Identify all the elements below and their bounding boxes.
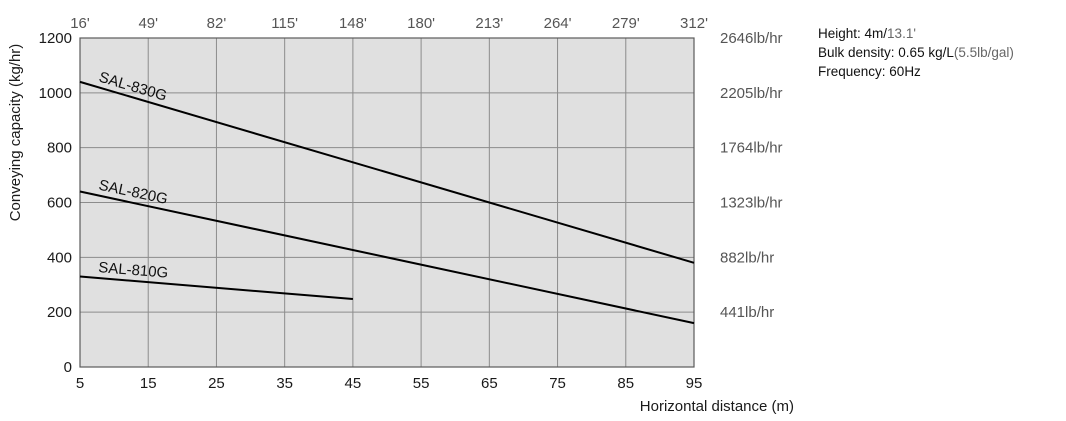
height-alt-value: 13.1' — [887, 26, 916, 41]
top-x-tick-label: 312' — [680, 15, 708, 32]
x-tick-label: 25 — [208, 375, 225, 392]
y-tick-label: 600 — [47, 195, 72, 212]
y-tick-label: 400 — [47, 249, 72, 266]
top-x-tick-label: 148' — [339, 15, 367, 32]
x-tick-label: 15 — [140, 375, 157, 392]
height-value: 4m/ — [864, 26, 888, 41]
top-x-tick-label: 49' — [138, 15, 158, 32]
series-line — [79, 190, 695, 325]
top-x-tick-label: 213' — [475, 15, 503, 32]
right-y-tick-label: 2205lb/hr — [720, 85, 783, 102]
series-line — [79, 275, 353, 301]
density-alt-value: (5.5lb/gal) — [953, 45, 1014, 60]
right-y-tick-label: 882lb/hr — [720, 249, 774, 266]
y-tick-label: 200 — [47, 304, 72, 321]
density-value: 0.65 kg/L — [898, 45, 954, 60]
right-y-tick-label: 441lb/hr — [720, 304, 774, 321]
x-tick-label: 85 — [617, 375, 634, 392]
density-note: Bulk density: 0.65 kg/L(5.5lb/gal) — [818, 43, 1014, 62]
top-x-tick-label: 16' — [70, 15, 90, 32]
density-label: Bulk density: — [818, 45, 899, 60]
top-x-tick-label: 82' — [207, 15, 227, 32]
x-tick-label: 45 — [345, 375, 362, 392]
top-x-tick-label: 279' — [612, 15, 640, 32]
y-axis-title: Conveying capacity (kg/hr) — [7, 44, 24, 222]
y-tick-label: 1200 — [39, 30, 72, 47]
series-label: SAL-810G — [98, 259, 169, 282]
x-tick-label: 5 — [76, 375, 84, 392]
x-tick-label: 65 — [481, 375, 498, 392]
x-tick-label: 35 — [276, 375, 293, 392]
x-tick-label: 75 — [549, 375, 566, 392]
top-x-tick-label: 180' — [407, 15, 435, 32]
test-conditions: Height: 4m/13.1' Bulk density: 0.65 kg/L… — [818, 24, 1014, 81]
top-x-tick-label: 115' — [271, 15, 298, 32]
top-x-tick-label: 264' — [544, 15, 572, 32]
y-tick-label: 800 — [47, 140, 72, 157]
right-y-tick-label: 1323lb/hr — [720, 195, 783, 212]
frequency-label: Frequency: — [818, 64, 890, 79]
axes: 5 15 25 35 45 55 65 75 85 95 0 200 400 600 800 1000 1200… — [39, 15, 783, 392]
height-label: Height: — [818, 26, 865, 41]
plot-frame — [79, 37, 695, 368]
height-note: Height: 4m/13.1' — [818, 24, 1014, 43]
series-lines — [79, 80, 695, 325]
right-y-tick-label: 1764lb/hr — [720, 140, 783, 157]
right-y-tick-label: 2646lb/hr — [720, 30, 783, 47]
frequency-note: Frequency: 60Hz — [818, 62, 1014, 81]
series-line — [79, 80, 695, 264]
y-tick-label: 0 — [64, 359, 72, 376]
x-tick-label: 95 — [686, 375, 703, 392]
frequency-value: 60Hz — [889, 64, 921, 79]
x-axis-title: Horizontal distance (m) — [640, 398, 794, 415]
x-tick-label: 55 — [413, 375, 430, 392]
y-tick-label: 1000 — [39, 85, 72, 102]
